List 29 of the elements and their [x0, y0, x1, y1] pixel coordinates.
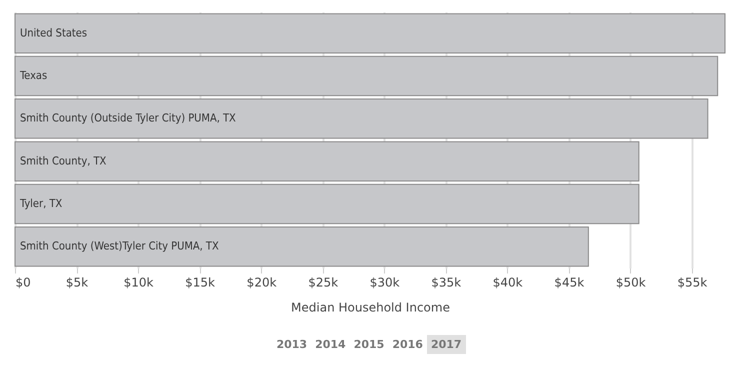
x-tick-label: $0	[16, 276, 31, 290]
y-tick-label: United States	[20, 26, 88, 40]
text: 2013	[275, 337, 308, 353]
x-tick-label: $40k	[492, 276, 523, 290]
text: 2014	[314, 337, 347, 353]
bar	[14, 56, 718, 96]
y-tick-label: Smith County (West)Tyler City PUMA, TX	[20, 240, 219, 253]
text: 2015	[352, 337, 386, 353]
bar	[14, 13, 726, 54]
x-tick-label: $15k	[185, 276, 216, 290]
x-tick-label: $30k	[370, 276, 400, 290]
x-axis-title: Median Household Income	[291, 300, 450, 314]
y-tick-label: Tyler, TX	[19, 197, 62, 210]
y-tick-label: Texas	[19, 69, 48, 82]
x-tick-label: $45k	[554, 276, 584, 290]
y-tick-label: Smith County, TX	[20, 154, 107, 168]
x-tick-label: $50k	[616, 276, 646, 290]
bar	[14, 184, 640, 224]
text: 2017	[426, 335, 466, 354]
bar	[14, 98, 708, 139]
x-tick-label: $35k	[431, 276, 462, 290]
bar	[14, 141, 640, 182]
x-tick-label: $55k	[677, 276, 708, 290]
x-tick-label: $25k	[308, 276, 338, 290]
text: 2016	[391, 337, 424, 353]
x-tick-label: $5k	[66, 276, 88, 290]
y-tick-label: Smith County (Outside Tyler City) PUMA, TX	[20, 112, 236, 125]
x-tick-label: $10k	[124, 276, 154, 290]
x-tick-label: $20k	[246, 276, 277, 290]
